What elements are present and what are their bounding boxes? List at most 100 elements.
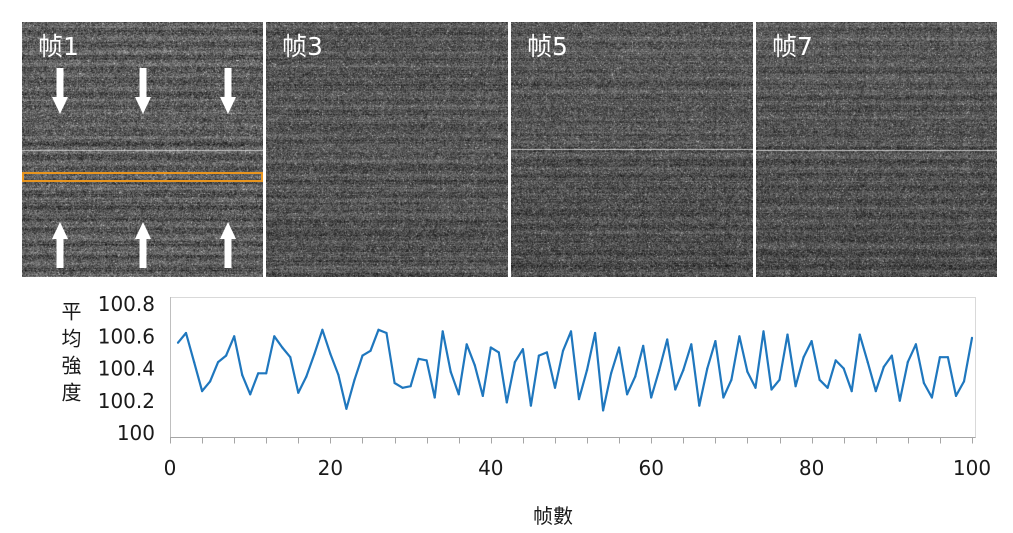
data-point bbox=[666, 338, 669, 341]
data-point bbox=[184, 331, 188, 335]
y-tick-label: 100.4 bbox=[98, 357, 155, 381]
down-arrow-icon bbox=[52, 68, 68, 114]
data-point bbox=[610, 372, 613, 375]
y-tick-label: 100 bbox=[117, 421, 155, 445]
data-point bbox=[954, 394, 958, 397]
data-point bbox=[345, 407, 348, 410]
arrow-head bbox=[52, 222, 68, 239]
data-point bbox=[497, 351, 500, 354]
data-points bbox=[176, 328, 974, 412]
arrow-shaft bbox=[139, 237, 147, 268]
frame-label: 帧3 bbox=[282, 32, 323, 61]
data-point bbox=[217, 361, 220, 364]
data-point bbox=[730, 378, 733, 381]
data-point bbox=[706, 367, 709, 370]
up-arrow-icon bbox=[220, 222, 236, 268]
x-tick-label: 60 bbox=[638, 456, 663, 480]
data-point bbox=[313, 352, 316, 356]
down-arrow-icon bbox=[220, 68, 236, 114]
data-point bbox=[225, 354, 228, 357]
data-point bbox=[489, 346, 492, 349]
data-point bbox=[337, 373, 340, 376]
data-point bbox=[297, 391, 300, 394]
data-point bbox=[602, 409, 605, 412]
data-point bbox=[818, 378, 821, 381]
frame-strip: 帧1 bbox=[22, 22, 997, 277]
data-point bbox=[826, 386, 829, 389]
data-point bbox=[770, 388, 773, 391]
data-point bbox=[682, 369, 685, 372]
data-point bbox=[778, 378, 781, 381]
data-point bbox=[658, 369, 661, 372]
data-point bbox=[329, 352, 332, 356]
data-point bbox=[874, 390, 877, 393]
up-arrow-graphic bbox=[52, 222, 68, 268]
frame-panel-7: 帧7 bbox=[756, 22, 997, 277]
data-point bbox=[233, 335, 236, 338]
data-point bbox=[201, 390, 204, 393]
x-tick-label: 80 bbox=[799, 456, 824, 480]
data-point bbox=[930, 396, 934, 399]
data-point bbox=[545, 351, 549, 354]
data-point bbox=[690, 343, 693, 346]
data-point bbox=[842, 367, 845, 370]
data-point bbox=[305, 375, 308, 378]
data-point bbox=[762, 330, 765, 333]
data-point bbox=[513, 361, 517, 364]
y-tick-label: 100.8 bbox=[98, 292, 155, 316]
data-point bbox=[698, 404, 701, 407]
x-axis-ticks bbox=[170, 437, 973, 444]
data-point bbox=[890, 354, 893, 357]
data-point bbox=[786, 333, 789, 336]
down-arrow-graphic bbox=[135, 68, 151, 114]
data-point bbox=[858, 333, 861, 336]
frame-label: 帧5 bbox=[527, 32, 568, 61]
data-point bbox=[810, 340, 813, 343]
arrow-head bbox=[220, 222, 236, 239]
data-point bbox=[449, 370, 452, 373]
data-point bbox=[722, 396, 725, 399]
x-tick-label: 20 bbox=[318, 456, 343, 480]
x-tick-label: 100 bbox=[953, 456, 991, 480]
data-point bbox=[626, 393, 629, 396]
data-point bbox=[746, 370, 749, 373]
frame-label: 帧1 bbox=[38, 32, 79, 61]
arrow-head bbox=[220, 97, 236, 114]
data-point bbox=[417, 357, 420, 360]
data-point bbox=[914, 343, 918, 346]
x-axis-title: 帧數 bbox=[533, 504, 573, 528]
data-point bbox=[209, 380, 212, 383]
up-arrow-icon bbox=[52, 222, 68, 268]
data-point bbox=[377, 328, 380, 331]
data-point bbox=[802, 356, 805, 359]
data-point bbox=[577, 398, 581, 401]
data-point bbox=[738, 335, 741, 338]
data-point bbox=[473, 364, 476, 367]
data-point bbox=[898, 399, 901, 402]
down-arrow-graphic bbox=[220, 68, 236, 114]
data-point bbox=[265, 372, 268, 375]
arrow-head bbox=[135, 222, 151, 239]
down-arrow-graphic bbox=[52, 68, 68, 114]
data-point bbox=[962, 380, 966, 383]
up-arrow-icon bbox=[135, 222, 151, 268]
data-point bbox=[465, 343, 468, 346]
up-arrow-graphic bbox=[220, 222, 236, 268]
arrow-shaft bbox=[56, 68, 64, 99]
data-point bbox=[193, 361, 196, 364]
data-point bbox=[241, 373, 244, 376]
data-point bbox=[585, 369, 589, 372]
highlight-band bbox=[22, 172, 263, 182]
data-point bbox=[642, 344, 645, 347]
frame-image bbox=[511, 22, 753, 277]
data-point bbox=[834, 359, 837, 362]
frame-label: 帧7 bbox=[772, 32, 813, 61]
data-point bbox=[401, 386, 404, 389]
data-point bbox=[481, 394, 484, 397]
arrow-head bbox=[52, 97, 68, 114]
data-point bbox=[946, 356, 950, 359]
down-arrow-icon bbox=[135, 68, 151, 114]
data-point bbox=[257, 372, 260, 375]
frame-panel-5: 帧5 bbox=[511, 22, 753, 277]
data-point bbox=[634, 375, 637, 378]
